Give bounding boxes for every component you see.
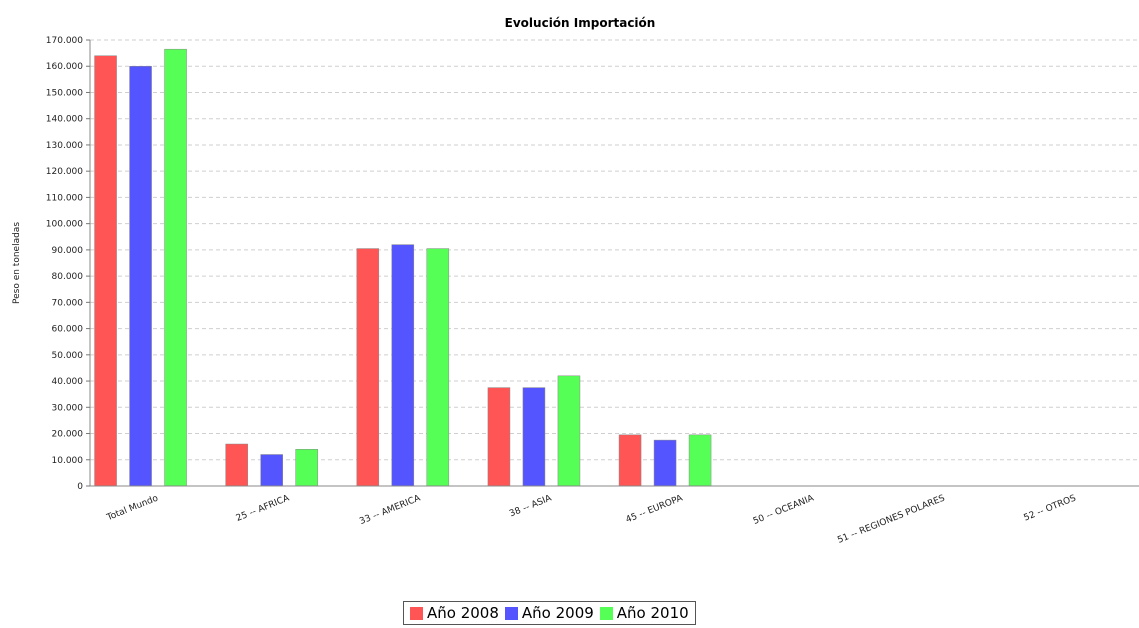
legend-swatch xyxy=(504,606,518,620)
legend-swatch xyxy=(599,606,613,620)
legend-label: Año 2008 xyxy=(427,604,499,622)
y-tick-label: 60.000 xyxy=(52,325,84,335)
bar xyxy=(164,48,187,487)
y-axis-title: Peso en toneladas xyxy=(12,222,22,304)
y-tick-label: 130.000 xyxy=(46,141,83,151)
bar xyxy=(618,434,642,487)
legend: Año 2008 Año 2009 Año 2010 xyxy=(403,601,696,625)
bar xyxy=(522,387,546,487)
axes xyxy=(89,40,1139,487)
y-tick-label: 70.000 xyxy=(52,298,84,308)
y-tick-label: 20.000 xyxy=(52,430,84,440)
chart-title: Evolución Importación xyxy=(505,16,656,30)
legend-item: Año 2009 xyxy=(504,604,594,622)
y-tick-label: 140.000 xyxy=(46,115,83,125)
x-tick-label: 25 -- AFRICA xyxy=(235,493,292,524)
x-tick-label: 50 -- OCEANIA xyxy=(752,493,816,527)
bar xyxy=(653,439,677,487)
y-tick-label: 80.000 xyxy=(52,272,84,282)
bar-chart: Evolución Importación Peso en toneladas … xyxy=(12,16,1139,546)
bar xyxy=(557,375,581,487)
y-tick-label: 100.000 xyxy=(46,220,83,230)
y-tick-label: 30.000 xyxy=(52,403,84,413)
y-tick-label: 150.000 xyxy=(46,88,83,98)
legend-label: Año 2009 xyxy=(521,604,594,622)
legend-label: Año 2010 xyxy=(616,604,689,622)
x-tick-label: 45 -- EUROPA xyxy=(625,493,685,525)
bars xyxy=(94,48,712,487)
bar xyxy=(688,434,712,487)
y-tick-label: 90.000 xyxy=(52,246,84,256)
legend-item: Año 2010 xyxy=(599,604,689,622)
bar xyxy=(129,65,152,487)
bar xyxy=(295,449,318,487)
bar xyxy=(94,55,117,487)
x-tick-labels: Total Mundo 25 -- AFRICA 33 -- AMERICA 38 -… xyxy=(105,493,1078,546)
gridlines xyxy=(90,39,1139,461)
y-tick-label: 40.000 xyxy=(52,377,84,387)
y-tick-label: 0 xyxy=(77,482,83,492)
x-tick-label: 33 -- AMERICA xyxy=(358,493,422,527)
bar xyxy=(426,248,450,487)
legend-item: Año 2008 xyxy=(410,604,499,622)
x-tick-label: 52 -- OTROS xyxy=(1023,493,1078,523)
y-tick-label: 170.000 xyxy=(46,36,83,46)
y-tick-label: 10.000 xyxy=(52,456,84,466)
legend-swatch xyxy=(410,606,423,620)
y-tick-label: 160.000 xyxy=(46,62,83,72)
x-tick-label: 38 -- ASIA xyxy=(508,493,554,519)
bar xyxy=(487,387,511,487)
y-tick-label: 110.000 xyxy=(46,193,83,203)
bar xyxy=(260,454,283,487)
bar xyxy=(225,443,248,487)
y-tick-label: 120.000 xyxy=(46,167,83,177)
x-tick-label: Total Mundo xyxy=(105,493,160,523)
bar xyxy=(356,248,380,487)
x-tick-label: 51 -- REGIONES POLARES xyxy=(836,493,947,545)
bar xyxy=(391,244,415,487)
y-tick-labels: 0 10.000 20.000 30.000 40.000 50.000 60.000 70.… xyxy=(46,36,90,492)
y-tick-label: 50.000 xyxy=(52,351,84,361)
